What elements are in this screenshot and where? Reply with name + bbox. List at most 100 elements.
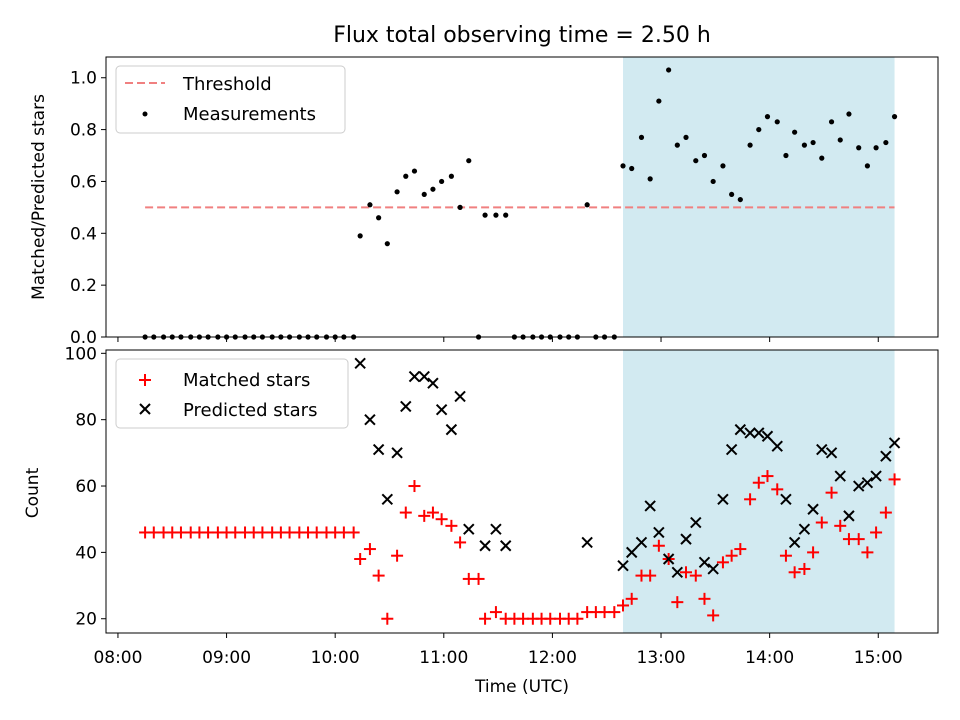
predicted-star-point (391, 447, 403, 459)
measurement-point (737, 196, 743, 203)
predicted-star-point (834, 470, 846, 482)
measurement-point (503, 212, 509, 218)
measurement-point (710, 178, 716, 185)
matched-star-point (698, 592, 711, 605)
bottom-y-tick-label: 40 (75, 543, 97, 563)
matched-star-point (625, 592, 638, 605)
matched-star-point (788, 566, 801, 579)
predicted-legend-swatch (139, 403, 151, 415)
measurement-point (421, 191, 427, 198)
predicted-star-point (581, 536, 593, 549)
matched-star-point (680, 566, 693, 579)
predicted-star-point (364, 413, 376, 426)
matched-legend-swatch (139, 374, 151, 386)
measurement-point (701, 152, 708, 159)
measurement-point (482, 212, 488, 218)
measurement-point (720, 163, 726, 169)
top-y-axis-label: Matched/Predicted stars (29, 94, 49, 300)
measurement-point (783, 152, 789, 159)
predicted-star-point (690, 516, 702, 529)
bottom-legend: Matched stars Predicted stars (115, 358, 349, 429)
predicted-star-point (780, 493, 792, 506)
predicted-star-point (753, 427, 765, 439)
measurement-point (683, 134, 689, 140)
measurement-point (493, 212, 499, 218)
measurement-point (448, 173, 454, 179)
top-y-tick-label: 0.6 (70, 172, 97, 192)
predicted-star-point (843, 510, 855, 522)
predicted-star-point (653, 526, 665, 539)
measurement-point (693, 158, 699, 164)
predicted-star-point (861, 477, 874, 489)
measurement-point (411, 168, 418, 174)
measurement-point (357, 233, 363, 239)
predicted-star-point (680, 533, 692, 545)
bottom-y-tick-label: 20 (75, 610, 97, 630)
predicted-star-point (400, 400, 412, 413)
matched-star-point (354, 553, 367, 566)
top-legend-box (115, 65, 346, 134)
measurement-point (774, 119, 780, 125)
predicted-star-point (816, 443, 828, 456)
measurement-point (430, 186, 436, 192)
measurement-point (747, 142, 753, 148)
matched-star-point (671, 596, 684, 609)
top-y-tick-label: 1.0 (70, 69, 97, 89)
top-y-ticks: 0.0 0.2 0.4 0.6 0.8 1.0 (70, 69, 106, 348)
matched-star-point (489, 606, 502, 619)
measurement-point (439, 178, 445, 185)
matched-star-point (807, 546, 820, 559)
predicted-star-point (490, 523, 502, 535)
predicted-star-point (635, 536, 648, 549)
predicted-star-point (644, 500, 656, 512)
x-tick-label: 10:00 (311, 648, 360, 668)
predicted-star-point (798, 523, 811, 535)
bottom-y-ticks: 20 40 60 80 100 (65, 344, 106, 630)
legend-matched-label: Matched stars (183, 370, 310, 391)
predicted-star-point (381, 493, 394, 506)
measurement-point (864, 163, 870, 169)
matched-star-point (852, 533, 865, 546)
matched-star-point (870, 526, 883, 539)
predicted-star-point (853, 480, 865, 492)
predicted-star-point (354, 357, 366, 369)
matched-star-point (725, 549, 738, 562)
predicted-star-point (771, 440, 783, 452)
predicted-star-point (734, 423, 747, 436)
predicted-star-point (445, 423, 458, 436)
predicted-star-point (807, 503, 819, 515)
top-y-tick-label: 0.8 (70, 121, 97, 141)
matched-star-point (861, 546, 874, 559)
measurement-point (394, 189, 400, 195)
predicted-star-point (707, 563, 719, 575)
matched-star-point (363, 543, 376, 556)
measurement-point (828, 119, 835, 125)
top-y-tick-label: 0.2 (70, 276, 97, 296)
chart-title: Flux total observing time = 2.50 h (333, 23, 711, 48)
measurement-point (647, 176, 653, 182)
predicted-star-point (372, 443, 385, 456)
matched-star-point (571, 612, 584, 625)
predicted-star-point (662, 553, 675, 565)
measurement-point (810, 139, 816, 146)
bottom-legend-box (115, 358, 349, 429)
x-tick-label: 09:00 (202, 648, 251, 668)
predicted-star-point (435, 404, 448, 416)
bottom-y-tick-label: 60 (75, 477, 97, 497)
x-axis-label: Time (UTC) (474, 677, 569, 697)
bottom-y-tick-label: 80 (75, 411, 97, 431)
x-tick-label: 08:00 (93, 648, 142, 668)
measurement-point (666, 67, 672, 73)
matched-star-point (815, 516, 828, 529)
matched-star-point (644, 569, 657, 582)
matched-star-point (744, 493, 757, 506)
predicted-star-point (427, 377, 439, 389)
bottom-panel: 20 40 60 80 100 08:00 09:00 10:00 11:00 12:00 13:… (23, 344, 939, 697)
matched-star-point (408, 480, 421, 493)
top-highlight-span (623, 57, 895, 337)
matched-star-point (771, 483, 784, 496)
top-x-ticks (117, 337, 879, 342)
predicted-star-point (825, 447, 838, 459)
bottom-y-axis-label: Count (23, 467, 43, 518)
predicted-star-point (454, 390, 466, 403)
